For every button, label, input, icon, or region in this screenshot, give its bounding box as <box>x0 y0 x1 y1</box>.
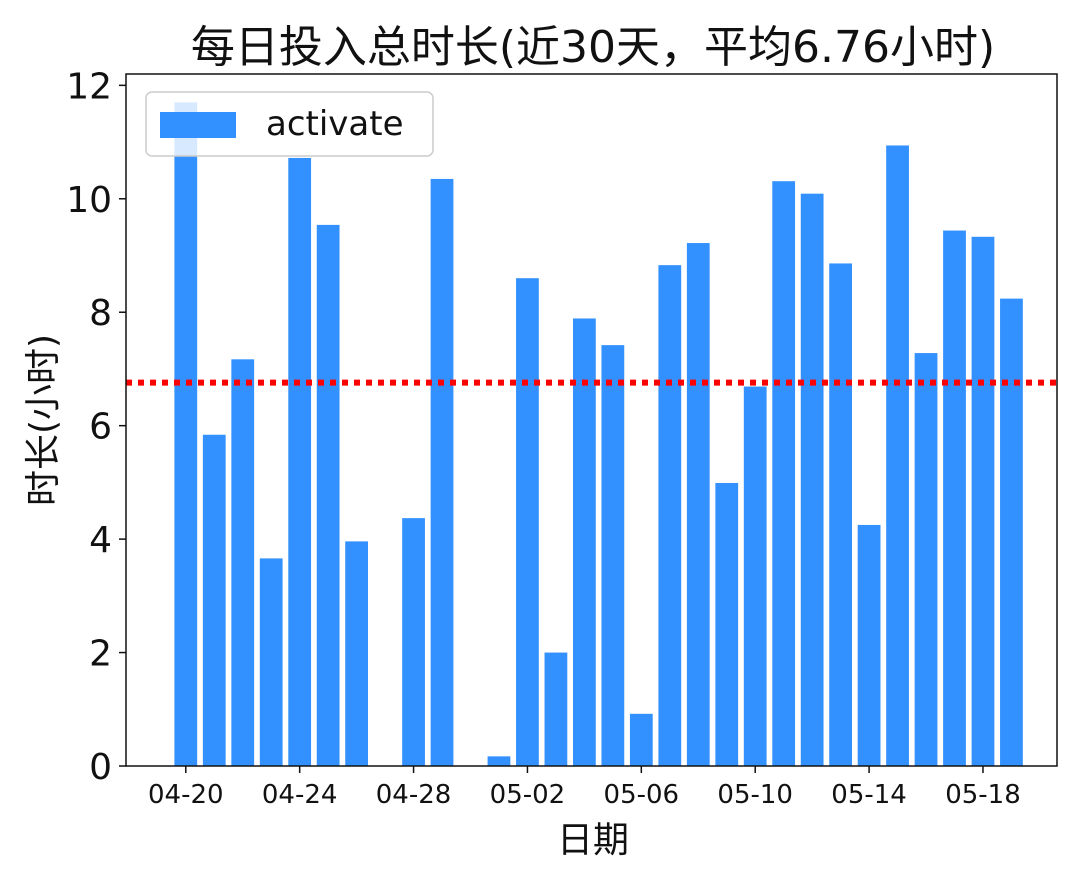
x-tick-label: 05-02 <box>490 780 566 810</box>
bar-04-20 <box>174 102 198 766</box>
bar-04-21 <box>202 434 226 766</box>
x-tick-label: 04-28 <box>376 780 452 810</box>
bar-05-15 <box>886 145 909 766</box>
bar-05-17 <box>943 230 966 766</box>
bar-05-09 <box>715 482 739 766</box>
y-axis-ticks: 0 2 4 6 8 10 12 <box>66 66 126 788</box>
bars-group <box>174 102 1023 767</box>
bar-05-13 <box>829 263 853 766</box>
x-tick-label: 05-18 <box>945 780 1021 810</box>
x-tick-label: 05-14 <box>831 780 907 810</box>
bar-05-12 <box>800 193 824 767</box>
x-tick-label: 05-10 <box>717 780 793 810</box>
bar-05-07 <box>658 265 682 766</box>
bar-04-26 <box>345 541 369 766</box>
bar-04-24 <box>288 157 312 767</box>
bar-05-16 <box>914 353 938 766</box>
bar-04-23 <box>259 558 283 766</box>
y-tick-label: 6 <box>89 407 112 448</box>
bar-05-05 <box>601 345 625 766</box>
x-tick-label: 04-20 <box>148 780 224 810</box>
y-tick-label: 0 <box>89 747 112 788</box>
bar-04-28 <box>402 518 425 766</box>
bar-05-10 <box>743 386 767 766</box>
x-axis-label: 日期 <box>557 820 629 861</box>
y-axis-label: 时长(小时) <box>23 334 64 506</box>
legend: activate <box>145 91 434 157</box>
x-tick-label: 05-06 <box>604 780 680 810</box>
y-tick-label: 12 <box>66 66 112 107</box>
y-tick-label: 2 <box>89 634 112 675</box>
bar-05-03 <box>544 652 568 766</box>
y-tick-label: 4 <box>89 520 112 561</box>
bar-05-19 <box>1000 298 1023 766</box>
plot-frame <box>125 73 1058 767</box>
bar-05-01 <box>487 756 511 766</box>
bar-04-29 <box>430 178 454 766</box>
bar-04-22 <box>231 359 255 766</box>
bar-05-06 <box>629 713 653 766</box>
y-tick-label: 8 <box>89 293 112 334</box>
chart-title: 每日投入总时长(近30天，平均6.76小时) <box>191 22 995 73</box>
bar-05-14 <box>857 524 881 766</box>
y-tick-label: 10 <box>66 180 112 221</box>
bar-04-25 <box>316 224 340 767</box>
x-axis-ticks: 04-20 04-24 04-28 05-02 05-06 05-10 05-14 05-18 <box>148 766 1021 810</box>
legend-label: activate <box>266 104 404 144</box>
bar-05-08 <box>686 243 710 766</box>
legend-frame <box>145 91 434 157</box>
bar-05-02 <box>516 278 539 766</box>
bar-05-11 <box>772 181 796 767</box>
legend-swatch <box>160 112 236 138</box>
bar-05-04 <box>572 318 596 766</box>
bar-05-18 <box>971 236 995 766</box>
x-tick-label: 04-24 <box>262 780 338 810</box>
